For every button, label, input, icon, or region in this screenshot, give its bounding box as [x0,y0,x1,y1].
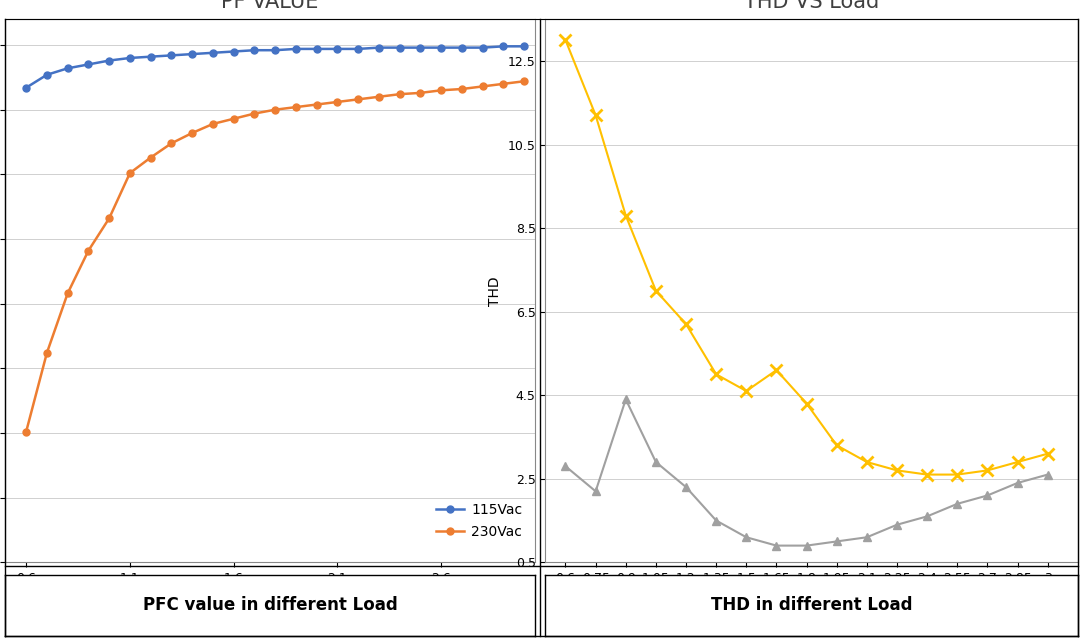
115Vac [330,45,343,53]
115Vac [165,52,178,59]
230Vac [165,139,178,147]
Title: THD VS Load: THD VS Load [744,0,879,12]
230Vac [831,442,843,449]
230Vac [186,129,199,137]
230Vac [1041,450,1054,458]
115Vac [740,534,753,541]
230Vac [373,93,386,100]
230Vac [19,428,32,436]
115Vac [981,491,994,499]
230Vac [330,98,343,106]
X-axis label: Load(A): Load(A) [243,590,297,604]
115Vac [310,45,323,53]
230Vac [590,111,603,119]
230Vac [920,471,933,479]
230Vac [82,247,95,254]
115Vac [227,48,240,56]
115Vac [649,458,662,466]
230Vac [62,289,75,297]
115Vac [145,53,158,61]
230Vac [289,104,302,111]
230Vac [310,101,323,109]
115Vac [19,84,32,91]
115Vac [393,44,406,52]
115Vac [517,43,530,50]
Line: 230Vac: 230Vac [559,35,1053,480]
115Vac [289,45,302,53]
115Vac [62,65,75,72]
115Vac [82,61,95,68]
230Vac [206,120,219,128]
Title: PF VALUE: PF VALUE [221,0,319,12]
115Vac [186,50,199,58]
115Vac [831,537,843,545]
X-axis label: Load(A): Load(A) [785,590,838,604]
230Vac [248,110,261,118]
230Vac [456,85,469,93]
115Vac [590,488,603,495]
230Vac [710,371,723,378]
115Vac [920,512,933,520]
115Vac [414,44,427,52]
115Vac [435,44,448,52]
115Vac [891,521,904,528]
115Vac [710,517,723,525]
230Vac [800,400,813,408]
115Vac [373,44,386,52]
230Vac [679,320,692,328]
230Vac [123,169,136,177]
230Vac [1011,458,1024,466]
115Vac [861,534,874,541]
230Vac [476,82,489,90]
115Vac [206,49,219,57]
230Vac [619,212,632,219]
230Vac [740,387,753,395]
230Vac [393,90,406,98]
115Vac [269,47,282,54]
115Vac [1041,471,1054,479]
Line: 115Vac: 115Vac [23,43,528,91]
230Vac [103,215,116,222]
230Vac [559,36,572,44]
230Vac [227,115,240,123]
230Vac [981,466,994,474]
115Vac [352,45,365,53]
115Vac [619,396,632,403]
230Vac [145,154,158,162]
115Vac [800,542,813,550]
230Vac [770,366,783,374]
230Vac [497,80,510,88]
Y-axis label: THD: THD [488,276,502,305]
115Vac [103,57,116,65]
115Vac [248,47,261,54]
115Vac [40,71,53,79]
115Vac [497,43,510,50]
Legend: 115Vac, 230Vac: 115Vac, 230Vac [431,497,528,544]
115Vac [559,463,572,470]
230Vac [861,458,874,466]
230Vac [414,89,427,96]
115Vac [456,44,469,52]
Line: 115Vac: 115Vac [562,395,1052,550]
230Vac [649,287,662,295]
230Vac [40,349,53,357]
Text: PFC value in different Load: PFC value in different Load [143,596,397,615]
230Vac [435,86,448,94]
Text: THD in different Load: THD in different Load [711,596,913,615]
115Vac [123,54,136,62]
230Vac [269,106,282,114]
230Vac [352,95,365,103]
115Vac [1011,479,1024,487]
115Vac [476,44,489,52]
230Vac [950,471,963,479]
115Vac [679,483,692,491]
230Vac [891,466,904,474]
115Vac [950,500,963,507]
115Vac [770,542,783,550]
Line: 230Vac: 230Vac [23,78,528,435]
230Vac [517,77,530,85]
